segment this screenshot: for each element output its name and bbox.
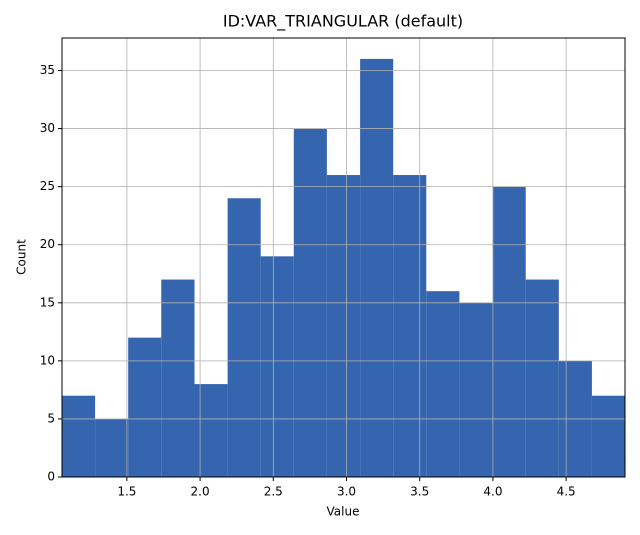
- x-tick-label: 2.5: [264, 485, 283, 499]
- bar: [227, 198, 261, 477]
- bar: [326, 175, 361, 477]
- bar: [525, 279, 559, 477]
- x-tick-label: 4.5: [557, 485, 576, 499]
- bar: [426, 291, 460, 477]
- y-tick-label: 5: [47, 411, 55, 425]
- bar: [360, 58, 394, 478]
- plot-frame: [61, 37, 626, 478]
- chart-title: ID:VAR_TRIANGULAR (default): [223, 12, 463, 32]
- bar: [62, 395, 96, 477]
- x-tick-label: 3.0: [337, 485, 356, 499]
- bar: [128, 337, 162, 477]
- y-tick-label: 20: [40, 237, 55, 251]
- bar: [161, 279, 195, 477]
- x-tick-label: 1.5: [117, 485, 136, 499]
- bar: [393, 175, 427, 477]
- x-tick-label: 2.0: [191, 485, 210, 499]
- y-tick-label: 0: [47, 470, 55, 484]
- bar: [591, 395, 625, 477]
- y-tick-label: 10: [40, 353, 55, 367]
- bar: [492, 186, 526, 478]
- bar: [194, 384, 228, 477]
- y-tick-label: 25: [40, 179, 55, 193]
- y-tick-label: 35: [40, 63, 55, 77]
- x-axis-label: Value: [327, 505, 360, 519]
- bar: [95, 418, 129, 477]
- x-tick-label: 4.0: [483, 485, 502, 499]
- y-axis-label: Count: [15, 239, 29, 275]
- y-tick-label: 15: [40, 295, 55, 309]
- y-tick-label: 30: [40, 121, 55, 135]
- bar: [459, 302, 493, 477]
- x-tick-label: 3.5: [410, 485, 429, 499]
- bar: [260, 256, 294, 477]
